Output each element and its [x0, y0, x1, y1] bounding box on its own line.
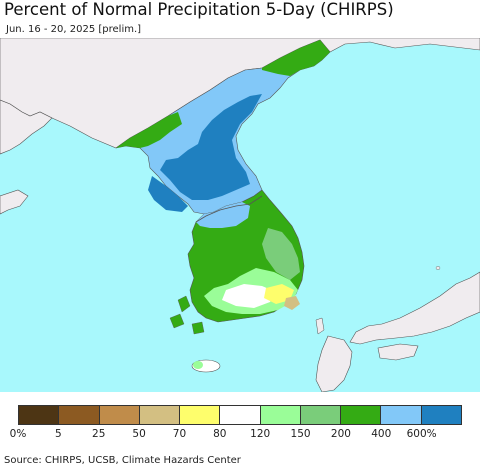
- nk-dark-blue-south: [148, 176, 188, 212]
- legend-swatch: [341, 406, 382, 424]
- legend-tick-label: 50: [132, 428, 146, 440]
- map-title: Percent of Normal Precipitation 5-Day (C…: [4, 0, 394, 19]
- legend-swatch: [421, 406, 461, 424]
- legend-tick-label: 70: [172, 428, 187, 440]
- ulleung-island: [435, 266, 441, 270]
- legend-tick-label: 200: [330, 428, 351, 440]
- legend-swatch: [300, 406, 342, 424]
- japan-shikoku: [377, 343, 419, 361]
- legend-tick-label: 400: [371, 428, 392, 440]
- legend-tick-label: 0%: [9, 428, 27, 440]
- legend-color-bar: [18, 405, 462, 425]
- sk-light-blue-northwest: [196, 202, 250, 228]
- legend-tick-label: 600%: [406, 428, 437, 440]
- sk-west-islands: [169, 295, 205, 335]
- legend-tick-label: 80: [213, 428, 227, 440]
- precipitation-map: [0, 38, 480, 392]
- nk-green-northeast: [262, 40, 330, 76]
- legend-swatch: [260, 406, 301, 424]
- legend-swatch: [381, 406, 422, 424]
- legend-swatch: [220, 406, 261, 424]
- tsushima-island: [315, 317, 325, 335]
- japan-honshu: [349, 271, 480, 345]
- legend-swatch: [59, 406, 100, 424]
- legend-tick-label: 5: [55, 428, 62, 440]
- sk-white-patch: [222, 284, 276, 308]
- shandong-coast: [0, 189, 29, 215]
- nk-dark-blue-core: [160, 94, 262, 200]
- sk-medium-green-east: [262, 228, 300, 280]
- legend-swatch: [139, 406, 181, 424]
- map-subtitle: Jun. 16 - 20, 2025 [prelim.]: [6, 24, 142, 35]
- legend-swatch: [180, 406, 221, 424]
- legend-swatch: [99, 406, 140, 424]
- legend-tick-label: 150: [290, 428, 311, 440]
- legend-tick-label: 25: [92, 428, 106, 440]
- source-credit: Source: CHIRPS, UCSB, Climate Hazards Ce…: [4, 455, 241, 466]
- legend-tick-label: 120: [250, 428, 271, 440]
- liaodong-peninsula: [0, 99, 53, 155]
- jeju-green-edge: [193, 361, 203, 369]
- dmz-border: [195, 195, 263, 223]
- japan-kyushu: [315, 335, 353, 392]
- legend-swatch: [19, 406, 60, 424]
- sk-tan-patch: [284, 296, 300, 310]
- nk-green-west: [116, 112, 182, 148]
